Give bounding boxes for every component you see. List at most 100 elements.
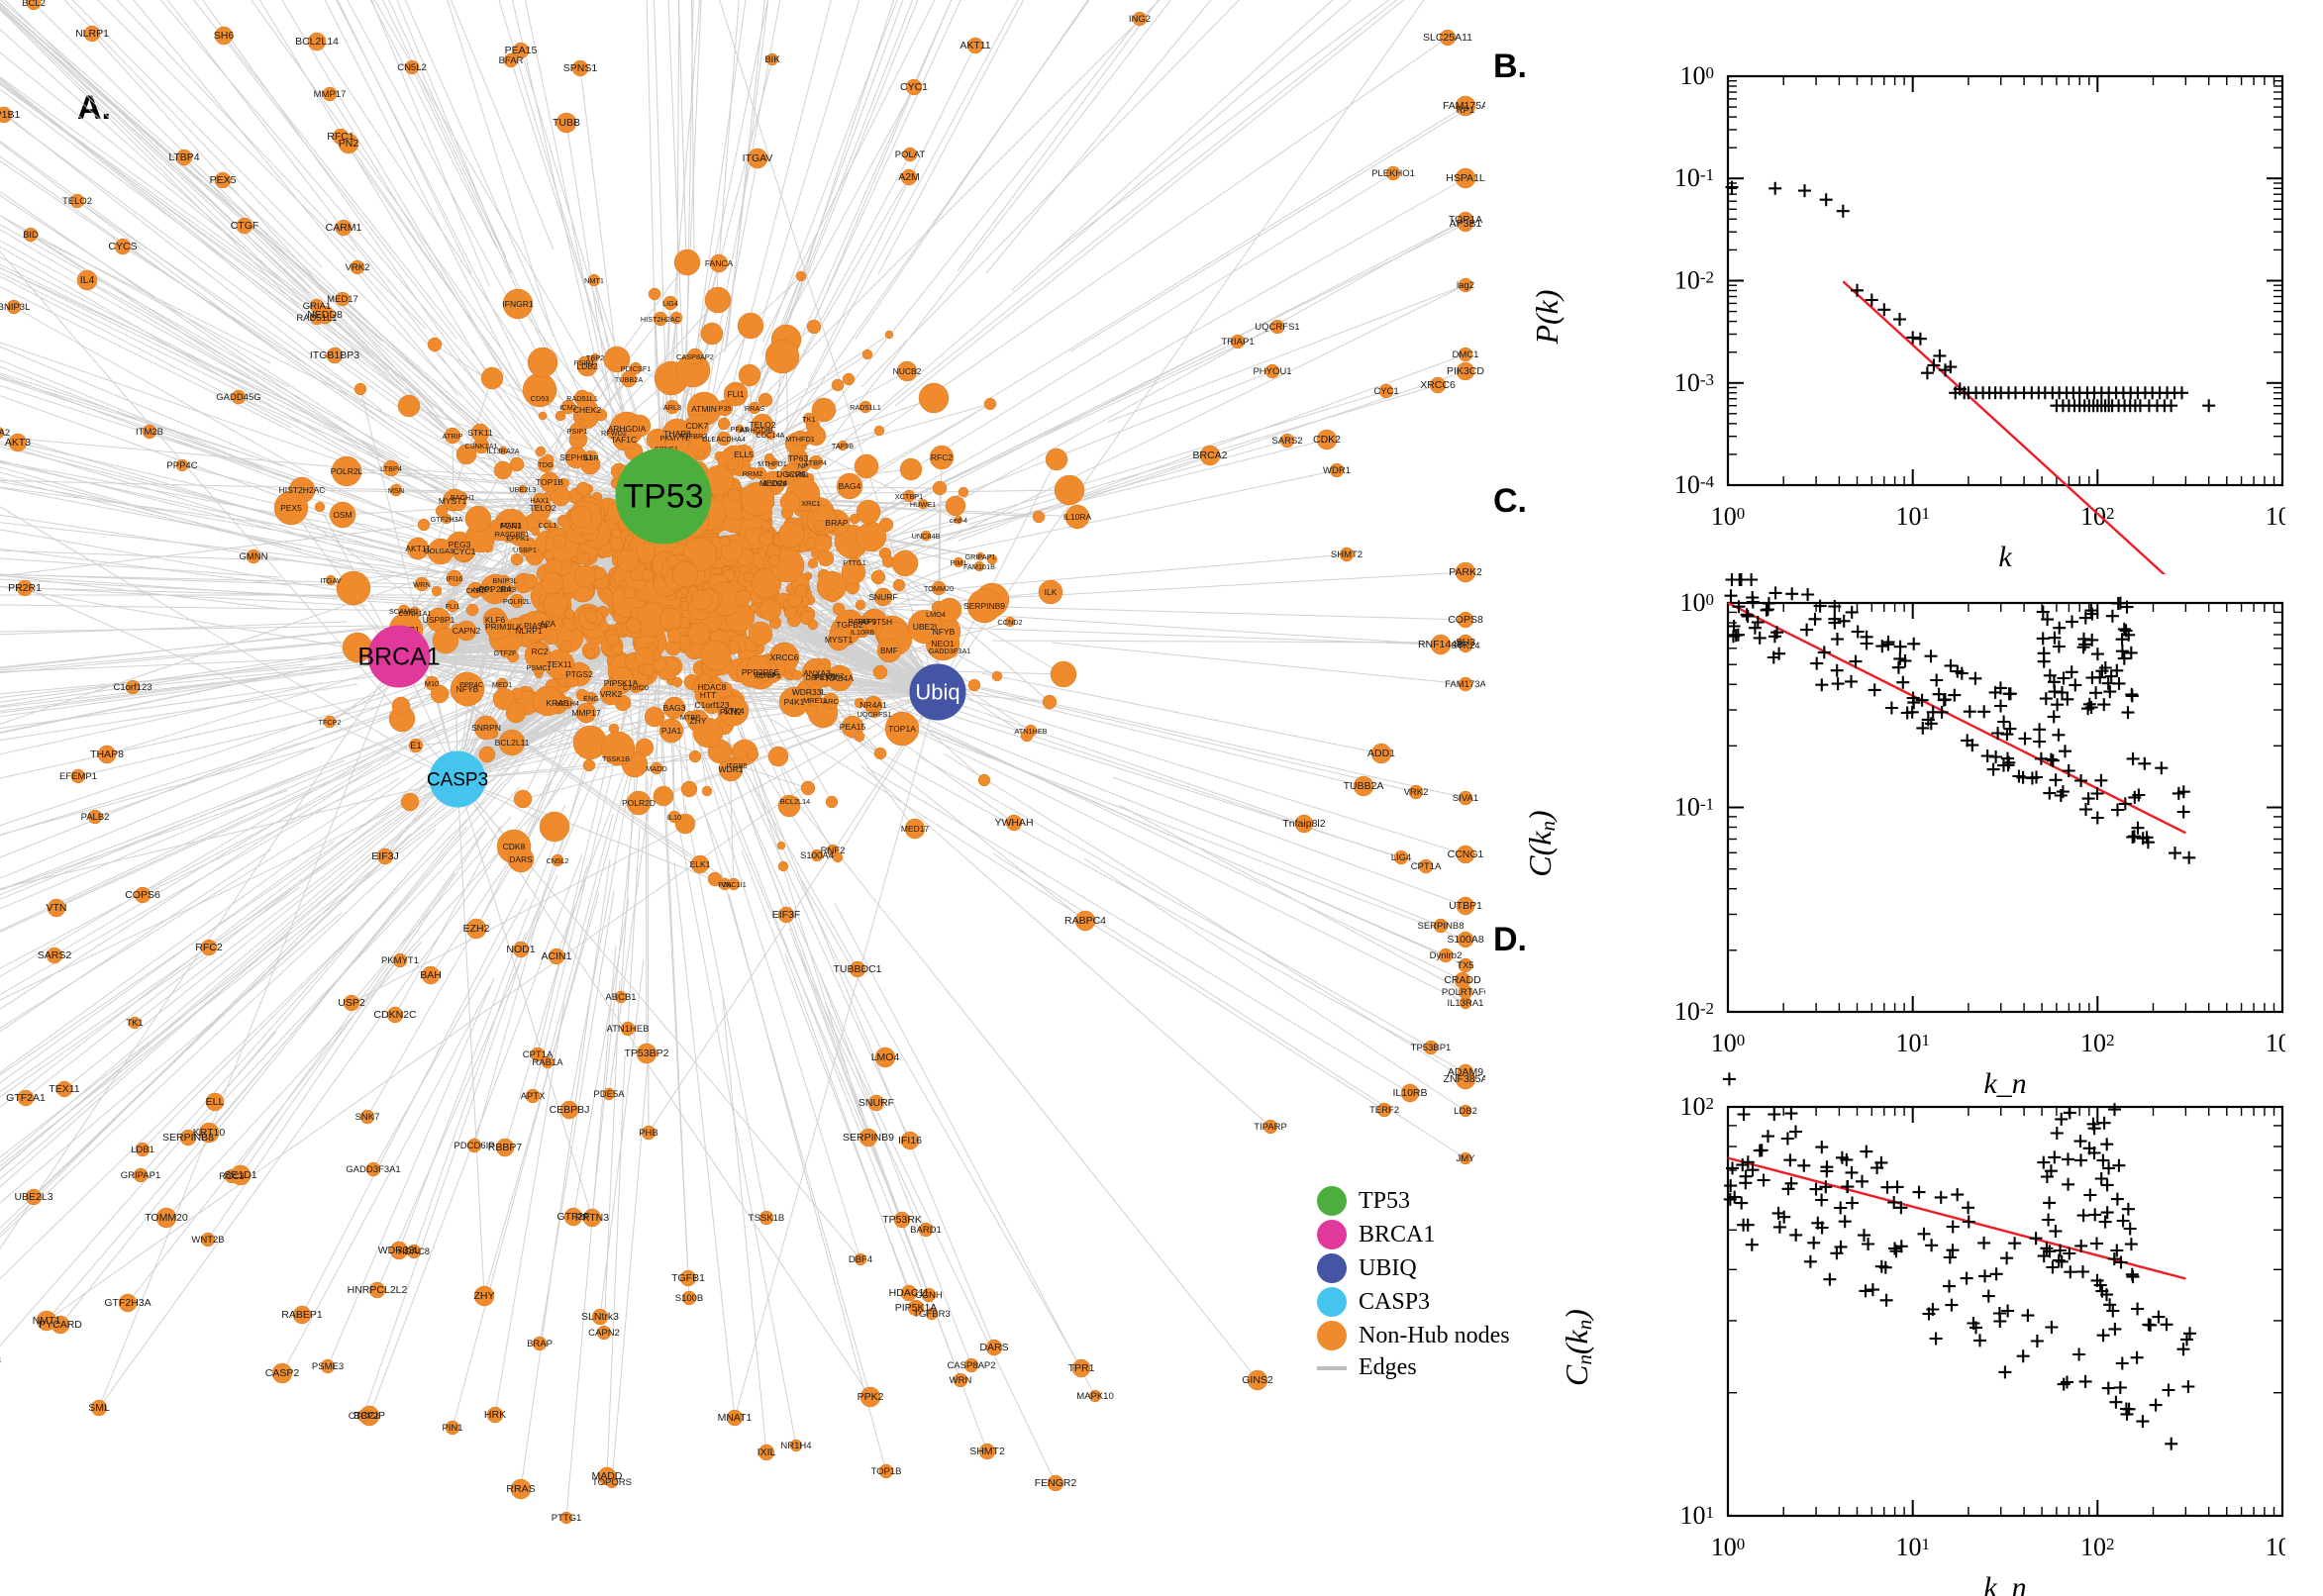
svg-text:XRC1: XRC1	[801, 499, 820, 508]
svg-text:RP1: RP1	[1457, 105, 1474, 116]
svg-text:LDB1: LDB1	[131, 1145, 154, 1155]
svg-text:CDK7: CDK7	[686, 421, 709, 431]
svg-text:CASP8AP2: CASP8AP2	[676, 352, 714, 361]
svg-text:NMT1: NMT1	[33, 1315, 61, 1327]
svg-text:MED17: MED17	[901, 824, 930, 834]
svg-text:UQCRFS1: UQCRFS1	[858, 710, 892, 719]
svg-text:GINS2: GINS2	[1242, 1374, 1273, 1386]
svg-text:CN5L2: CN5L2	[397, 62, 427, 73]
svg-text:DLEACDHA4: DLEACDHA4	[702, 435, 746, 444]
svg-text:102: 102	[2080, 502, 2115, 531]
svg-text:ITM2B: ITM2B	[136, 427, 163, 438]
svg-text:HDAC8: HDAC8	[398, 1247, 430, 1257]
svg-text:TEX11: TEX11	[49, 1083, 79, 1095]
svg-text:CTBP2: CTBP2	[349, 1411, 379, 1422]
svg-text:10-2: 10-2	[1674, 997, 1714, 1026]
svg-text:CSNK1A1: CSNK1A1	[464, 442, 497, 450]
svg-text:SERPINB9: SERPINB9	[843, 1132, 894, 1144]
svg-text:JMY: JMY	[1457, 1153, 1476, 1164]
svg-text:PIAS4: PIAS4	[524, 621, 548, 631]
svg-text:HIST2H2AC: HIST2H2AC	[641, 315, 680, 324]
svg-text:EFEMP1: EFEMP1	[59, 771, 97, 782]
svg-text:VRK2: VRK2	[600, 689, 622, 699]
svg-text:ADD1: ADD1	[1367, 748, 1395, 759]
svg-text:ENG: ENG	[583, 694, 599, 703]
svg-text:ELL: ELL	[206, 1096, 225, 1108]
svg-text:PJA1: PJA1	[661, 726, 682, 736]
svg-text:TOP1A: TOP1A	[888, 724, 916, 734]
svg-text:CASP2: CASP2	[265, 1367, 300, 1379]
svg-text:WNT2B: WNT2B	[191, 1235, 224, 1246]
svg-text:MMP17: MMP17	[314, 89, 347, 100]
svg-text:RFC2: RFC2	[931, 452, 953, 462]
svg-text:CYC1: CYC1	[1373, 386, 1398, 397]
svg-text:FLI1: FLI1	[727, 389, 744, 399]
svg-text:PHYOU1: PHYOU1	[1253, 366, 1291, 377]
svg-text:SERPINB9: SERPINB9	[963, 601, 1005, 611]
svg-text:BCL2L11: BCL2L11	[495, 738, 530, 748]
svg-text:DARS: DARS	[509, 854, 533, 864]
svg-text:WRN: WRN	[413, 580, 430, 589]
svg-text:SARS2: SARS2	[38, 949, 72, 961]
svg-text:PDICSF1: PDICSF1	[621, 364, 652, 373]
svg-text:AP3B1: AP3B1	[1450, 218, 1482, 230]
svg-text:ILK: ILK	[510, 622, 523, 632]
svg-text:PDCD6IP: PDCD6IP	[454, 1141, 494, 1151]
svg-text:Ubiq: Ubiq	[915, 680, 960, 705]
svg-text:lag2: lag2	[1457, 280, 1474, 291]
svg-text:MAPK10: MAPK10	[1076, 1391, 1114, 1402]
svg-text:TK1: TK1	[802, 415, 815, 424]
svg-text:HUWE1: HUWE1	[910, 500, 936, 509]
svg-text:NUCB2: NUCB2	[893, 366, 922, 376]
svg-text:MYST1: MYST1	[825, 635, 854, 645]
svg-text:USP2: USP2	[338, 997, 365, 1009]
svg-text:BNIP3L: BNIP3L	[0, 302, 30, 313]
svg-text:ITGB1BP3: ITGB1BP3	[310, 349, 359, 361]
svg-text:DMC1: DMC1	[1453, 349, 1479, 360]
svg-text:MED17: MED17	[327, 294, 358, 305]
svg-text:GTF2F: GTF2F	[556, 1211, 589, 1223]
svg-text:LMO4: LMO4	[871, 1051, 900, 1063]
svg-text:MTHFD1: MTHFD1	[785, 435, 815, 444]
svg-text:RAD51L1: RAD51L1	[850, 403, 881, 412]
svg-text:UBE2I: UBE2I	[913, 622, 938, 632]
svg-text:STK11: STK11	[467, 428, 493, 438]
svg-text:ZNF385A: ZNF385A	[1444, 1073, 1488, 1085]
svg-text:TRIAP1: TRIAP1	[1221, 337, 1254, 348]
svg-text:CCND2: CCND2	[997, 618, 1022, 627]
svg-text:SNURF: SNURF	[868, 592, 897, 602]
svg-text:TUBBDC1: TUBBDC1	[833, 963, 881, 975]
svg-text:BRCA1: BRCA1	[357, 644, 440, 671]
svg-text:NMT1: NMT1	[584, 276, 604, 285]
svg-text:M10: M10	[425, 679, 439, 688]
svg-text:ATN1HEB: ATN1HEB	[606, 1024, 649, 1035]
svg-text:ITGAV: ITGAV	[320, 576, 341, 585]
svg-text:NR4A1: NR4A1	[859, 700, 887, 710]
svg-text:102: 102	[1680, 1092, 1715, 1121]
svg-text:KRT10: KRT10	[193, 1127, 226, 1139]
svg-text:TPR1: TPR1	[1068, 1362, 1095, 1374]
svg-text:TP53BP2: TP53BP2	[625, 1047, 669, 1059]
svg-text:CAPN2: CAPN2	[453, 626, 481, 636]
svg-text:EZH2: EZH2	[463, 923, 490, 935]
svg-text:EIF3J: EIF3J	[756, 670, 774, 679]
svg-text:CASP3: CASP3	[427, 770, 488, 791]
svg-text:ELL5: ELL5	[734, 449, 754, 459]
svg-text:E1: E1	[410, 741, 422, 751]
svg-text:BIK: BIK	[764, 54, 780, 65]
svg-text:ATMIN: ATMIN	[691, 404, 717, 414]
svg-text:C7orf20: C7orf20	[623, 683, 649, 692]
svg-text:HAX1: HAX1	[530, 496, 549, 505]
svg-text:RAB4A: RAB4A	[826, 673, 854, 683]
svg-text:LMO4: LMO4	[926, 610, 946, 619]
svg-text:C(kn): C(kn)	[1522, 810, 1560, 876]
svg-text:VRK2: VRK2	[1404, 787, 1429, 798]
svg-text:10-3: 10-3	[1674, 368, 1714, 397]
svg-text:PARK2: PARK2	[1449, 566, 1482, 578]
svg-text:TIPARP: TIPARP	[1254, 1122, 1287, 1133]
svg-text:100: 100	[1711, 502, 1746, 531]
svg-text:TELO2: TELO2	[62, 196, 92, 207]
svg-text:BAG3: BAG3	[663, 703, 686, 713]
svg-text:IL10RA: IL10RA	[1063, 512, 1092, 522]
svg-text:HRK: HRK	[484, 1409, 506, 1421]
